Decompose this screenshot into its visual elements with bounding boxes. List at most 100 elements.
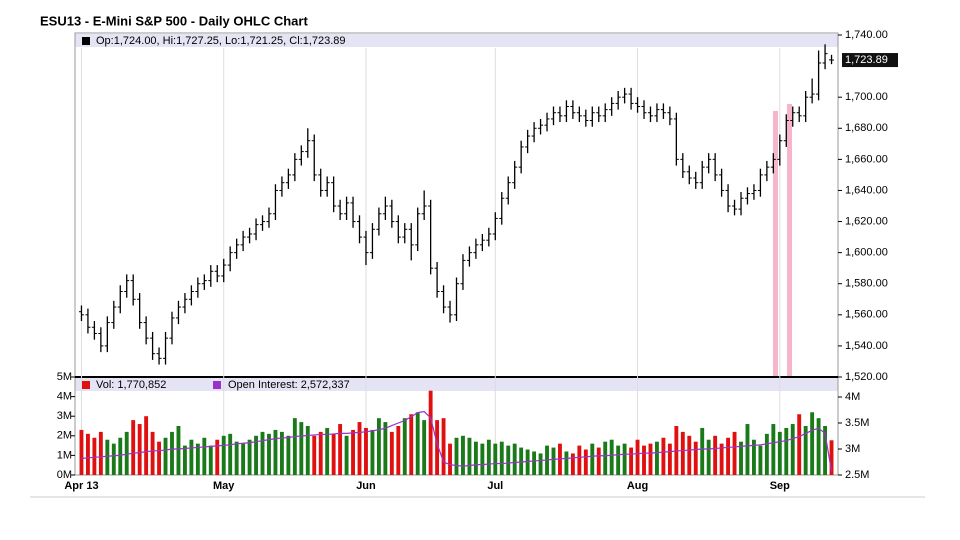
x-tick-label: Apr 13 xyxy=(64,480,98,492)
volume-bar xyxy=(234,441,239,475)
highlight-bar xyxy=(787,104,792,378)
volume-bar xyxy=(700,427,705,475)
volume-bar xyxy=(538,453,543,475)
volume-bar xyxy=(506,445,511,475)
volume-bar xyxy=(221,435,226,475)
volume-tick-label: 0M xyxy=(57,469,72,481)
volume-bar xyxy=(622,443,627,475)
volume-bar xyxy=(325,427,330,475)
x-tick-label: Sep xyxy=(770,480,790,492)
volume-bar xyxy=(254,435,258,475)
volume-bar xyxy=(706,439,711,475)
volume-bar xyxy=(816,418,821,475)
volume-bar xyxy=(189,439,194,475)
open-interest-line xyxy=(81,410,833,472)
y-tick-label: 1,620.00 xyxy=(845,215,888,227)
volume-bar xyxy=(241,443,246,475)
volume-bar xyxy=(383,422,388,475)
volume-bar xyxy=(170,431,174,475)
price-legend-band xyxy=(75,34,838,47)
volume-bar xyxy=(195,443,200,475)
volume-legend: Vol: 1,770,852 xyxy=(96,379,166,391)
volume-bar xyxy=(286,435,291,475)
volume-bar xyxy=(661,437,666,475)
volume-bar xyxy=(344,435,349,475)
volume-bar xyxy=(519,447,524,475)
volume-bar xyxy=(797,414,802,475)
volume-legend-band xyxy=(75,378,838,391)
volume-bar xyxy=(318,431,323,475)
volume-bar xyxy=(228,433,233,475)
last-price-box xyxy=(842,53,898,68)
volume-bar xyxy=(784,427,789,475)
volume-bar xyxy=(376,418,381,475)
y-tick-label: 1,660.00 xyxy=(845,153,888,165)
volume-bar xyxy=(137,424,142,475)
volume-bar xyxy=(467,437,472,475)
volume-bar xyxy=(338,424,343,475)
volume-bar xyxy=(247,439,252,475)
volume-bar xyxy=(279,431,284,475)
volume-bar xyxy=(144,416,149,475)
volume-bar xyxy=(402,418,407,475)
volume-bar xyxy=(267,433,271,475)
volume-bar xyxy=(92,437,97,475)
volume-bar xyxy=(461,435,465,475)
volume-bar xyxy=(473,441,478,475)
volume-bar xyxy=(570,453,575,475)
volume-bar xyxy=(163,437,168,475)
y-tick-label: 1,740.00 xyxy=(845,29,888,41)
volume-bar xyxy=(215,439,220,475)
y-tick-label: 1,600.00 xyxy=(845,247,888,259)
volume-bar xyxy=(635,439,640,475)
volume-bar xyxy=(758,445,763,475)
volume-tick-label: 5M xyxy=(57,371,72,383)
volume-bar xyxy=(609,439,614,475)
volume-bar xyxy=(590,443,595,475)
volume-bar xyxy=(642,445,646,475)
legend-swatch xyxy=(82,37,90,45)
chart-title: ESU13 - E-Mini S&P 500 - Daily OHLC Char… xyxy=(40,13,308,28)
last-price-label: 1,723.89 xyxy=(845,54,888,66)
volume-bar xyxy=(98,431,103,475)
volume-bar xyxy=(124,431,129,475)
volume-bar xyxy=(486,439,491,475)
volume-bar xyxy=(551,447,556,475)
volume-bar xyxy=(305,426,310,475)
y-tick-label: 1,560.00 xyxy=(845,309,888,321)
oi-tick-label: 2.5M xyxy=(845,469,869,481)
volume-bar xyxy=(202,437,207,475)
volume-bar xyxy=(85,433,90,475)
volume-bar xyxy=(150,431,155,475)
volume-tick-label: 3M xyxy=(57,410,72,422)
volume-bar xyxy=(693,441,698,475)
volume-bar xyxy=(357,422,362,475)
legend-swatch xyxy=(213,381,221,389)
volume-bar xyxy=(260,431,265,475)
volume-bar xyxy=(829,440,834,475)
volume-bar xyxy=(629,447,634,475)
volume-bar xyxy=(667,443,672,475)
x-tick-label: Aug xyxy=(627,480,648,492)
y-tick-label: 1,520.00 xyxy=(845,371,888,383)
volume-bar xyxy=(752,439,756,475)
y-tick-label: 1,680.00 xyxy=(845,122,888,134)
volume-bar xyxy=(312,435,317,475)
volume-tick-label: 4M xyxy=(57,391,72,403)
volume-bar xyxy=(389,431,394,475)
volume-bar xyxy=(331,433,336,475)
volume-bar xyxy=(777,431,782,475)
x-tick-label: Jun xyxy=(356,480,376,492)
volume-bar xyxy=(299,422,304,475)
volume-bar xyxy=(415,412,420,475)
volume-bar xyxy=(79,429,84,475)
volume-bar xyxy=(648,443,653,475)
x-tick-label: May xyxy=(213,480,235,492)
volume-bar xyxy=(208,445,213,475)
volume-bar xyxy=(499,441,504,475)
volume-bar xyxy=(680,431,685,475)
volume-bar xyxy=(726,437,731,475)
volume-bar xyxy=(493,443,498,475)
volume-bar xyxy=(422,420,427,475)
volume-bar xyxy=(454,437,459,475)
